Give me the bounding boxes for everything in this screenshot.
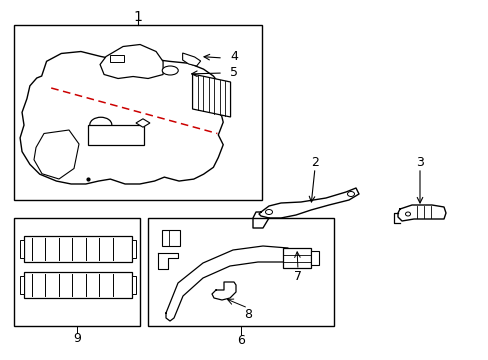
Ellipse shape xyxy=(90,117,112,132)
Polygon shape xyxy=(20,51,225,184)
Bar xyxy=(24,272,132,298)
Bar xyxy=(20,240,24,258)
Bar xyxy=(20,276,24,294)
Polygon shape xyxy=(182,53,200,66)
Bar xyxy=(14,218,140,326)
Bar xyxy=(132,240,136,258)
Polygon shape xyxy=(34,130,79,179)
Text: 8: 8 xyxy=(244,307,251,320)
Bar xyxy=(283,248,310,268)
Text: 9: 9 xyxy=(73,332,81,345)
Polygon shape xyxy=(136,119,150,127)
Text: 2: 2 xyxy=(310,156,318,168)
Polygon shape xyxy=(192,74,230,117)
Bar xyxy=(148,218,333,326)
Bar xyxy=(132,276,136,294)
Text: 3: 3 xyxy=(415,156,423,168)
Text: 7: 7 xyxy=(293,270,302,283)
Text: 1: 1 xyxy=(133,10,142,24)
Ellipse shape xyxy=(265,210,272,215)
Bar xyxy=(24,236,132,262)
Ellipse shape xyxy=(347,192,354,197)
Polygon shape xyxy=(100,45,163,78)
Text: 5: 5 xyxy=(229,66,238,78)
Bar xyxy=(110,54,124,62)
Ellipse shape xyxy=(162,66,178,75)
Bar xyxy=(14,25,262,200)
Bar xyxy=(162,230,180,246)
Ellipse shape xyxy=(405,212,409,216)
Text: 6: 6 xyxy=(237,333,244,346)
Bar xyxy=(310,251,318,265)
Bar xyxy=(87,125,143,145)
Text: 4: 4 xyxy=(229,50,237,63)
